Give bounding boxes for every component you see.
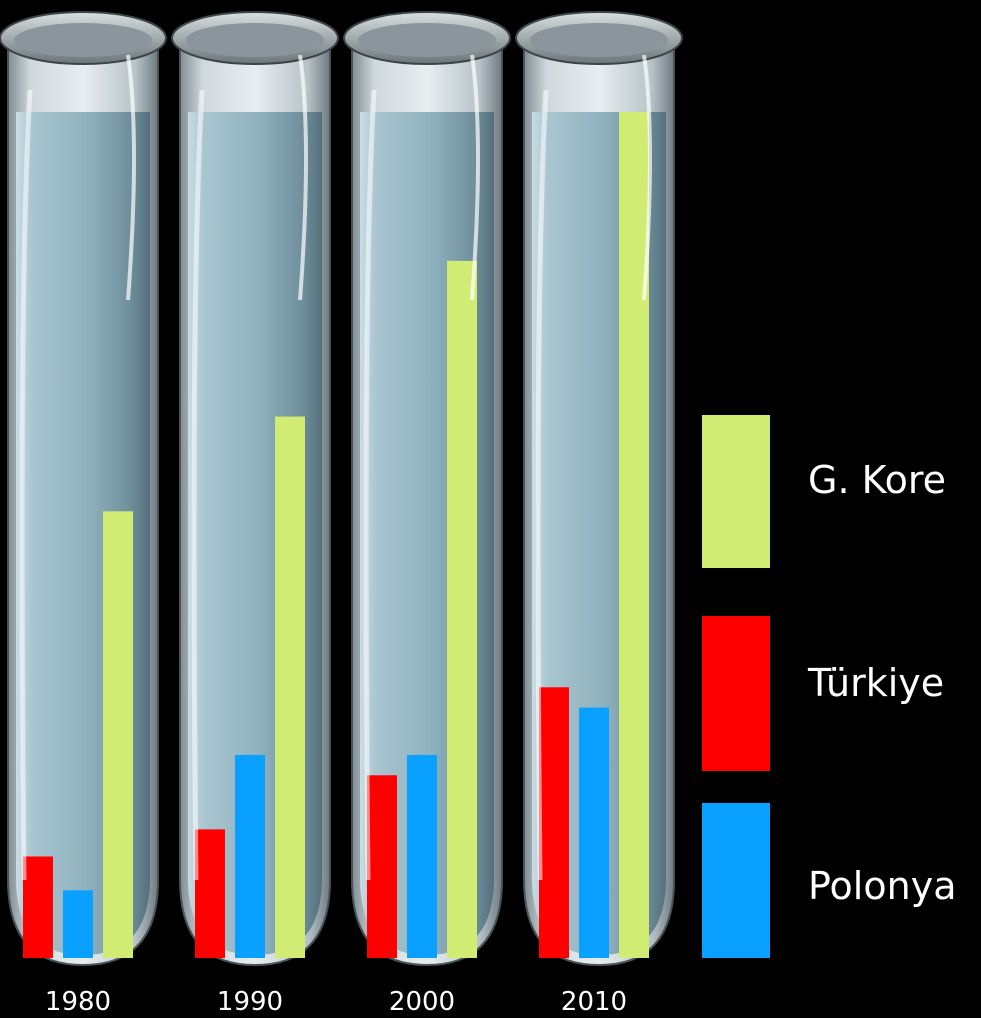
tube-highlight-left (191, 89, 205, 881)
tube-highlight-left (363, 89, 377, 881)
legend-item-t-rkiye: Türkiye (702, 616, 944, 771)
tube-highlight-right (126, 54, 136, 301)
tube-opening (530, 23, 668, 57)
tube-highlight-right (642, 54, 652, 301)
legend-label: Polonya (808, 864, 956, 908)
legend-swatch (702, 803, 770, 958)
tube-highlight-left (19, 89, 33, 881)
bar-t-rkiye-1980 (23, 856, 53, 958)
x-axis-ticks: 1980 1990 2000 2010 (45, 987, 627, 1017)
legend-item-g-kore: G. Kore (702, 415, 946, 568)
bar-t-rkiye-2010 (539, 687, 569, 958)
legend-swatch (702, 616, 770, 771)
tube-highlight-right (470, 54, 480, 301)
legend-label: Türkiye (807, 661, 944, 705)
bar-g-kore-1990 (275, 416, 305, 958)
legend: G. Kore Türkiye Polonya (702, 415, 956, 958)
bar-g-kore-1980 (103, 511, 133, 958)
bar-polonya-2000 (407, 754, 437, 958)
bar-t-rkiye-1990 (195, 829, 225, 958)
tube-opening (14, 23, 152, 57)
bar-g-kore-2000 (447, 260, 477, 958)
legend-item-polonya: Polonya (702, 803, 956, 958)
tube-opening (186, 23, 324, 57)
x-tick-label: 2010 (561, 987, 627, 1017)
bar-g-kore-2010 (619, 112, 649, 958)
tube-highlight-right (298, 54, 308, 301)
bar-polonya-1980 (63, 890, 93, 958)
legend-swatch (702, 415, 770, 568)
bar-polonya-2010 (579, 707, 609, 958)
x-tick-label: 2000 (389, 987, 455, 1017)
bar-t-rkiye-2000 (367, 775, 397, 958)
legend-label: G. Kore (808, 458, 946, 502)
tube-opening (358, 23, 496, 57)
x-tick-label: 1980 (45, 987, 111, 1017)
tube-highlight-left (535, 89, 549, 881)
tube-highlights (19, 54, 652, 881)
bars (23, 112, 649, 958)
bar-polonya-1990 (235, 754, 265, 958)
x-tick-label: 1990 (217, 987, 283, 1017)
